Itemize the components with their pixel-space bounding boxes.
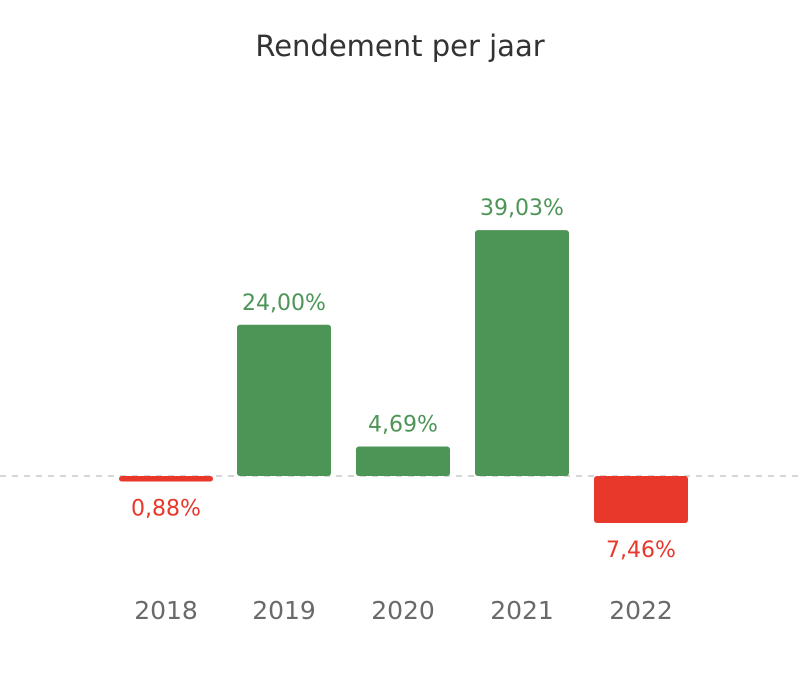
value-label-2022: 7,46%	[606, 538, 676, 563]
value-label-2018: 0,88%	[131, 497, 201, 522]
bar-2022	[594, 476, 688, 523]
tick-label-2022: 2022	[609, 596, 673, 625]
tick-label-2021: 2021	[490, 596, 554, 625]
value-label-2019: 24,00%	[242, 291, 326, 316]
x-axis-tick-labels: 2018 2019 2020 2021 2022	[134, 596, 673, 625]
bar-2018	[119, 476, 213, 482]
chart-title: Rendement per jaar	[255, 29, 544, 63]
bar-2019	[237, 324, 331, 476]
tick-label-2019: 2019	[252, 596, 316, 625]
tick-label-2018: 2018	[134, 596, 198, 625]
bar-2020	[356, 446, 450, 476]
value-label-2020: 4,69%	[368, 412, 438, 437]
tick-label-2020: 2020	[371, 596, 435, 625]
value-label-2021: 39,03%	[480, 196, 564, 221]
value-labels-group: 0,88% 24,00% 4,69% 39,03% 7,46%	[131, 196, 676, 563]
bars-group	[119, 230, 688, 523]
bar-2021	[475, 230, 569, 476]
